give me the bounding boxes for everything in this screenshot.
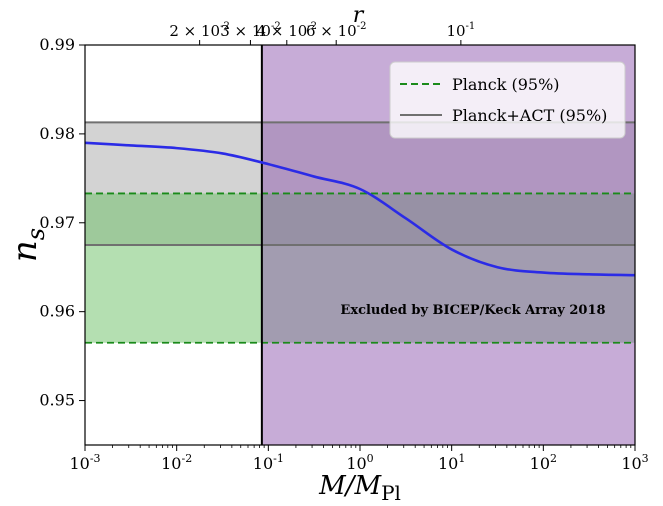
y-axis-label: ns (5, 228, 50, 262)
x-tick-label: 10-2 (161, 452, 192, 473)
top-tick-label: 6 × 10-2 (306, 21, 367, 40)
y-tick-label: 0.97 (39, 213, 75, 232)
x-axis-label: M/MPl (318, 471, 401, 505)
x-tick-label: 10-3 (69, 452, 100, 473)
ns-curve-0 (85, 141, 635, 277)
legend: Planck (95%) Planck+ACT (95%) (389, 61, 626, 139)
x-tick-label: 100 (346, 452, 373, 473)
y-tick-label: 0.99 (39, 35, 75, 54)
y-tick-label: 0.95 (39, 391, 75, 410)
y-tick-label: 0.98 (39, 124, 75, 143)
legend-label-1: Planck+ACT (95%) (452, 106, 607, 125)
x-tick-label: 103 (621, 452, 648, 473)
top-tick-label: 4 × 10-2 (257, 21, 318, 40)
top-axis-label: r (353, 3, 365, 28)
x-tick-label: 10-1 (253, 452, 284, 473)
legend-label-0: Planck (95%) (452, 75, 560, 94)
top-tick-label: 3 × 10-2 (220, 21, 281, 40)
x-tick-label: 102 (530, 452, 557, 473)
excluded-region-label: Excluded by BICEP/Keck Array 2018 (340, 303, 605, 318)
legend-box (389, 61, 626, 139)
axes-layer: 10-3 10-2 10-1 100 101 102 103 0.95 0.96 0.97 0.98… (5, 3, 649, 505)
top-tick-label: 10-1 (446, 21, 475, 40)
y-tick-label: 0.96 (39, 302, 75, 321)
top-tick-label: 2 × 10-2 (169, 21, 230, 40)
x-tick-label: 101 (438, 452, 465, 473)
